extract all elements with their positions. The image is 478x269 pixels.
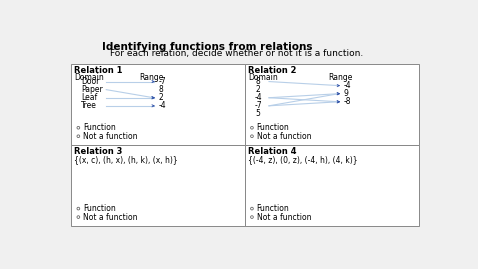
Text: Range: Range — [329, 73, 353, 82]
Text: 2: 2 — [255, 85, 260, 94]
Text: Identifying functions from relations: Identifying functions from relations — [102, 41, 313, 52]
Text: -4: -4 — [158, 101, 166, 110]
Text: Function: Function — [83, 204, 116, 213]
Text: 8: 8 — [255, 77, 260, 86]
Text: Leaf: Leaf — [81, 93, 98, 102]
Bar — [245, 145, 419, 225]
Text: Function: Function — [257, 204, 289, 213]
Text: Not a function: Not a function — [83, 132, 138, 141]
Text: Domain: Domain — [75, 73, 104, 82]
Text: Domain: Domain — [248, 73, 278, 82]
Bar — [245, 64, 419, 145]
Text: Relation 1: Relation 1 — [75, 66, 123, 75]
Text: -7: -7 — [158, 77, 166, 86]
Bar — [71, 64, 245, 145]
Text: Not a function: Not a function — [257, 213, 311, 222]
Text: -4: -4 — [255, 93, 263, 102]
Text: 5: 5 — [255, 109, 260, 118]
Text: Not a function: Not a function — [257, 132, 311, 141]
Text: Tree: Tree — [81, 101, 98, 110]
Text: Function: Function — [83, 123, 116, 132]
Text: Function: Function — [257, 123, 289, 132]
Text: -8: -8 — [343, 97, 351, 106]
Text: Not a function: Not a function — [83, 213, 138, 222]
Bar — [71, 145, 245, 225]
Text: Relation 2: Relation 2 — [248, 66, 296, 75]
Text: Paper: Paper — [81, 85, 103, 94]
Text: For each relation, decide whether or not it is a function.: For each relation, decide whether or not… — [110, 49, 363, 58]
Text: Door: Door — [81, 77, 100, 86]
Text: Relation 4: Relation 4 — [248, 147, 296, 156]
Text: 9: 9 — [343, 89, 348, 98]
Text: Range: Range — [140, 73, 164, 82]
Text: Relation 3: Relation 3 — [75, 147, 123, 156]
Text: -7: -7 — [255, 101, 263, 110]
Text: {(-4, z), (0, z), (-4, h), (4, k)}: {(-4, z), (0, z), (-4, h), (4, k)} — [248, 155, 358, 164]
Text: -4: -4 — [343, 81, 351, 90]
Text: 2: 2 — [158, 93, 163, 102]
Text: 8: 8 — [158, 85, 163, 94]
Text: {(x, c), (h, x), (h, k), (x, h)}: {(x, c), (h, x), (h, k), (x, h)} — [75, 155, 178, 164]
